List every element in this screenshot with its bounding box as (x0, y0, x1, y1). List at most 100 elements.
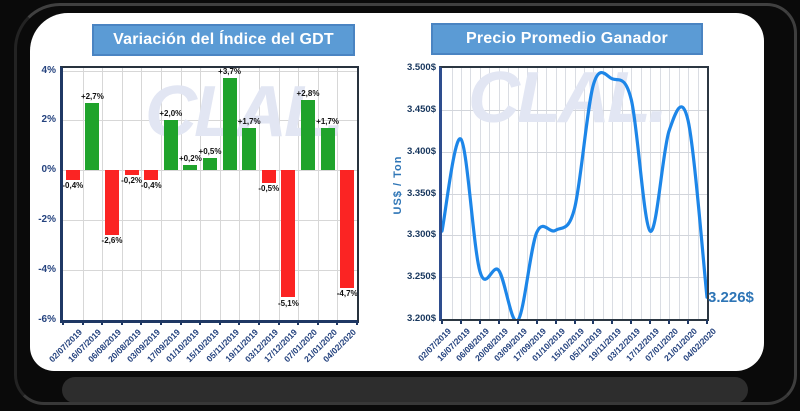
axis-tickmark (668, 320, 671, 324)
gridline-vertical (219, 68, 221, 320)
gdt-bar-value-label: +3,7% (218, 67, 242, 76)
axis-tickmark (649, 320, 652, 324)
gdt-bar (203, 157, 217, 171)
device-bezel-bottom (62, 377, 748, 403)
axis-tickmark (478, 320, 481, 324)
axis-tickmark (497, 320, 500, 324)
y-axis-label: 3.300$ (406, 229, 436, 241)
gridline-vertical (239, 68, 241, 320)
y-axis-label: 0% (41, 164, 56, 176)
axis-tickmark (516, 320, 519, 324)
axis-tickmark (160, 321, 162, 325)
axis-tickmark (535, 320, 538, 324)
axis-tickmark (356, 321, 358, 325)
device-bezel-ring (14, 3, 797, 405)
y-axis-label: 2% (41, 114, 56, 126)
price-y-axis: 3.500$ 3.450$ 3.400$ 3.350$ 3.300$ 3.250$ 3.20… (388, 62, 440, 324)
gdt-bar (124, 170, 139, 176)
axis-tickmark (459, 320, 462, 324)
y-axis-label: 3.450$ (406, 103, 436, 115)
axis-tickmark (277, 321, 280, 325)
axis-tickmark (199, 321, 202, 325)
gridline-vertical (278, 68, 280, 320)
axis-tickmark (81, 321, 84, 325)
gdt-bar-value-label: +0,2% (178, 154, 202, 164)
axis-tickmark (611, 320, 614, 324)
axis-tickmark (336, 321, 339, 325)
gdt-bar (340, 170, 355, 288)
gridline-horizontal (63, 120, 357, 122)
y-axis-label: 3.400$ (406, 145, 436, 157)
axis-tickmark (297, 321, 300, 325)
axis-tickmark (120, 321, 123, 325)
axis-tickmark (258, 321, 260, 325)
gridline-horizontal (63, 70, 357, 72)
gdt-bars-layer: -0,4% +2,7% -2,6% -0,2% -0,4% +2,0% +0,2% +0,5%… (62, 67, 357, 320)
price-chart-title-box: Precio Promedio Ganador (431, 23, 703, 55)
axis-tickmark (573, 320, 576, 324)
gdt-bar (183, 165, 198, 171)
gdt-y-axis: 4% 2% 0% -2% -4% -6% (30, 64, 60, 326)
gdt-bar-value-label: +2,8% (296, 89, 320, 99)
price-line-chart: CLAL. (442, 68, 707, 319)
gdt-bar-value-label: +1,7% (237, 116, 261, 126)
gridline-vertical (141, 68, 143, 320)
gdt-chart-title: Variación del Índice del GDT (113, 31, 334, 48)
gridline-vertical (121, 68, 123, 320)
gdt-bar-value-label: -5,1% (277, 298, 299, 308)
gdt-bar-value-label: -0,4% (140, 181, 162, 191)
gridline-horizontal (442, 193, 707, 195)
axis-tickmark (101, 321, 104, 325)
report-card: Variación del Índice del GDT 4% 2% 0% -2% -4… (30, 13, 764, 371)
gdt-bar (105, 170, 119, 236)
gridline-vertical (298, 68, 300, 320)
y-axis-label: 3.200$ (406, 313, 436, 324)
gdt-bar-value-label: -0,4% (62, 181, 84, 191)
axis-tickmark (62, 321, 64, 325)
gdt-bar-chart: CLAL. -0,4% +2,7% -2,6% -0,2% -0,4% +2,0% +0,2… (62, 67, 358, 320)
gridline-horizontal (63, 220, 357, 222)
y-axis-label: 3.350$ (406, 187, 436, 199)
gridline-vertical (82, 68, 84, 320)
gdt-bar (65, 170, 80, 181)
gridline-vertical (259, 68, 260, 320)
y-axis-label: 3.250$ (406, 271, 436, 283)
gridline-horizontal (442, 151, 707, 153)
gdt-bar (320, 127, 335, 171)
gdt-bar-value-label: +0,5% (198, 146, 222, 156)
axis-tickmark (441, 320, 443, 324)
y-axis-label: -6% (38, 314, 56, 325)
gdt-bar (261, 170, 276, 183)
axis-tickmark (238, 321, 241, 325)
price-line-svg (442, 71, 707, 319)
price-chart-title: Precio Promedio Ganador (466, 30, 668, 47)
axis-tickmark (706, 320, 708, 324)
y-axis-label: 4% (41, 64, 56, 76)
axis-tickmark (687, 320, 690, 324)
gdt-bar-value-label: -2,6% (101, 236, 123, 246)
axis-tickmark (140, 321, 143, 325)
gdt-bar (301, 100, 315, 171)
price-x-axis: 02/07/2019 16/07/2019 06/08/2019 20/08/2019… (416, 320, 718, 378)
gridline-vertical (337, 68, 339, 320)
y-axis-label: -2% (38, 214, 56, 226)
price-line-path (442, 71, 707, 319)
gridline-vertical (200, 68, 202, 320)
gridline-vertical (102, 68, 104, 320)
gdt-bar-value-label: -4,7% (336, 288, 358, 298)
axis-tickmark (554, 320, 557, 324)
gdt-chart-title-box: Variación del Índice del GDT (92, 24, 355, 56)
gdt-bar (222, 78, 237, 171)
gdt-bar (85, 102, 100, 171)
gdt-bar (163, 120, 178, 171)
y-axis-label: 3.500$ (406, 62, 436, 73)
gdt-bar-value-label: +1,7% (316, 116, 340, 126)
gdt-bar-value-label: +2,0% (159, 109, 183, 119)
gridline-horizontal (63, 270, 357, 272)
axis-tickmark (218, 321, 221, 325)
gdt-bar-value-label: +2,7% (80, 91, 104, 101)
gridline-horizontal (442, 109, 707, 111)
gdt-gridlines (63, 68, 357, 320)
gridline-horizontal (442, 235, 707, 237)
